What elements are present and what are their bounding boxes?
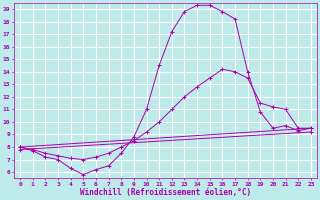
X-axis label: Windchill (Refroidissement éolien,°C): Windchill (Refroidissement éolien,°C) — [80, 188, 251, 197]
